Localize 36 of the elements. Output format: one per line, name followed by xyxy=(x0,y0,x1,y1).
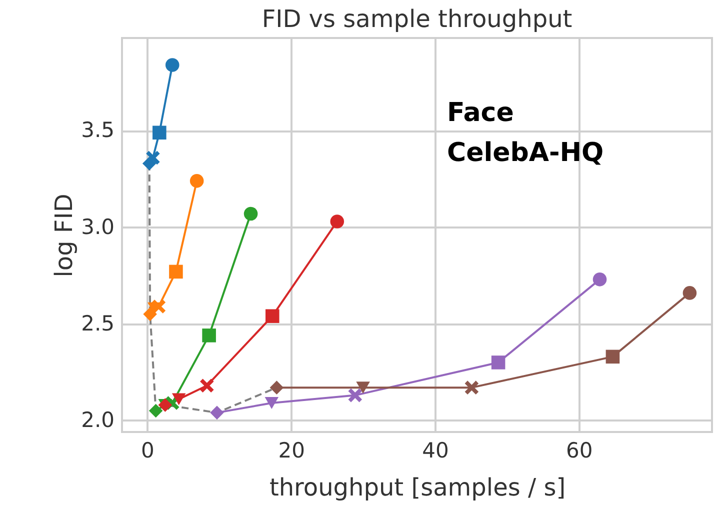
x-tick-label: 40 xyxy=(422,438,449,462)
point xyxy=(190,174,204,188)
annotation: Face CelebA-HQ xyxy=(447,98,604,168)
y-axis-title: log FID xyxy=(50,194,78,278)
x-tick-label: 60 xyxy=(566,438,593,462)
point xyxy=(348,388,362,402)
point xyxy=(202,328,216,342)
point xyxy=(172,393,186,406)
point xyxy=(200,378,214,393)
y-tick-label: 2.0 xyxy=(81,408,114,432)
x-tick-label: 20 xyxy=(278,438,305,462)
point xyxy=(264,397,279,409)
point xyxy=(491,356,506,370)
point xyxy=(165,58,180,72)
point xyxy=(592,272,607,286)
point xyxy=(148,404,163,418)
point xyxy=(152,300,166,314)
point xyxy=(146,150,160,165)
y-tick-label: 2.5 xyxy=(81,311,114,336)
point xyxy=(356,382,370,394)
point xyxy=(270,380,284,394)
point xyxy=(210,406,224,420)
y-tick-label: 3.0 xyxy=(81,214,114,239)
point xyxy=(152,126,166,140)
point xyxy=(330,214,344,228)
x-tick-label: 0 xyxy=(140,438,154,462)
chart-title: FID vs sample throughput xyxy=(262,5,572,33)
point xyxy=(244,206,258,221)
point xyxy=(464,380,479,394)
y-tick-label: 3.5 xyxy=(81,118,114,142)
x-axis-title: throughput [samples / s] xyxy=(269,474,566,502)
point xyxy=(265,309,280,324)
point xyxy=(169,264,183,279)
point xyxy=(682,286,697,300)
point xyxy=(143,307,157,322)
point xyxy=(606,350,620,364)
